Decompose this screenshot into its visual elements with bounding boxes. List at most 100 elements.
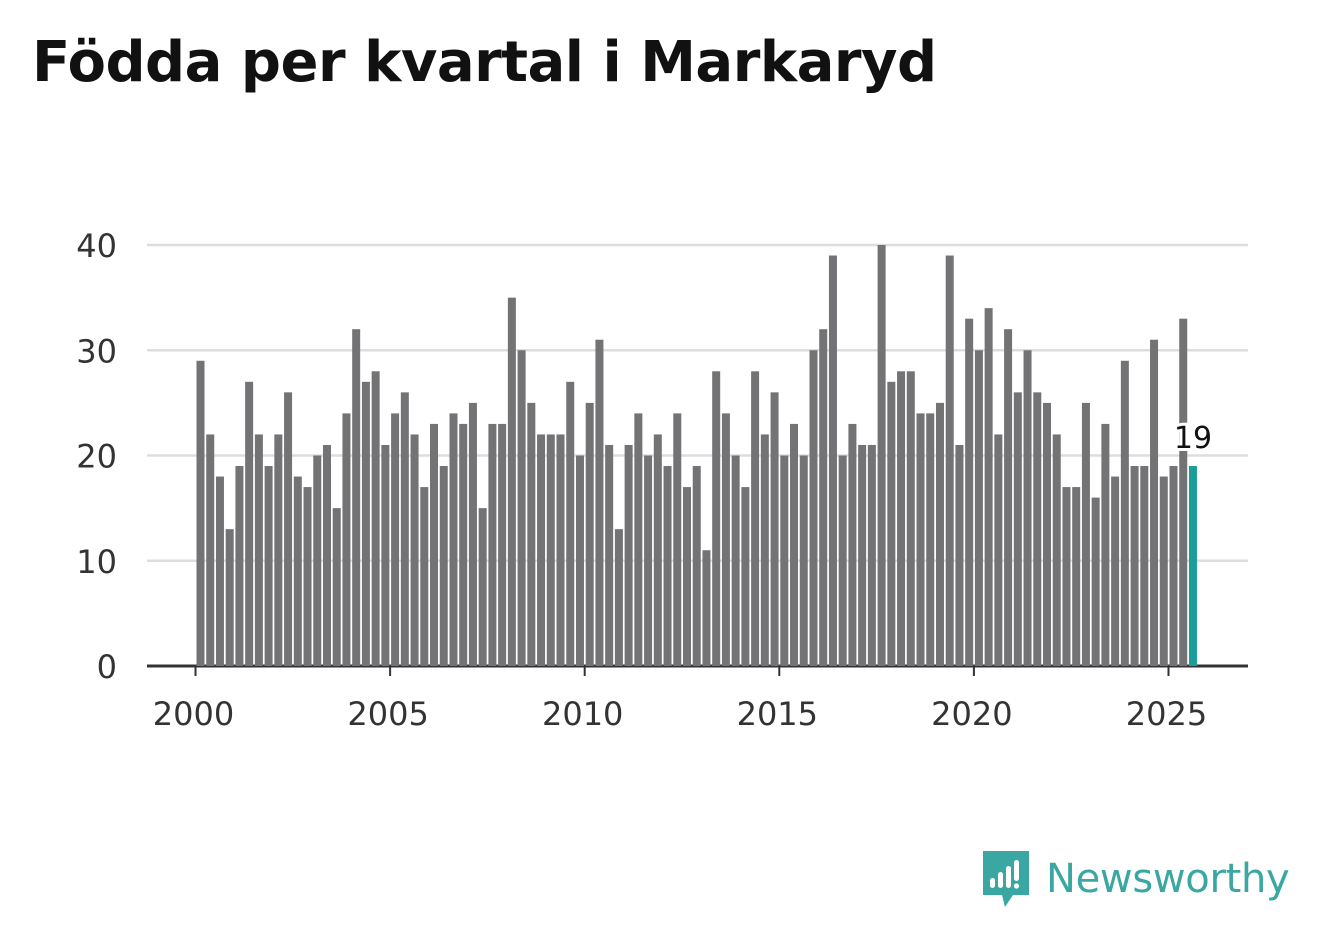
bar bbox=[284, 392, 293, 666]
bar bbox=[712, 371, 721, 666]
bar bbox=[245, 381, 254, 666]
y-tick-label: 40 bbox=[76, 227, 117, 265]
bar bbox=[439, 466, 448, 666]
bar bbox=[459, 423, 468, 666]
bar bbox=[634, 413, 643, 666]
bar bbox=[1013, 392, 1022, 666]
bar bbox=[1140, 466, 1149, 666]
bar bbox=[1091, 497, 1100, 666]
bar bbox=[478, 508, 487, 666]
bar bbox=[1004, 329, 1013, 666]
bar bbox=[984, 308, 993, 666]
bar bbox=[916, 413, 925, 666]
bar bbox=[1072, 487, 1081, 666]
y-axis-ticks: 0 10 20 30 40 bbox=[76, 227, 117, 686]
bar bbox=[721, 413, 730, 666]
bar bbox=[313, 455, 322, 666]
bar-highlight bbox=[1188, 466, 1197, 666]
bar bbox=[799, 455, 808, 666]
bar bbox=[196, 360, 205, 666]
newsworthy-logo[interactable]: Newsworthy bbox=[980, 848, 1290, 910]
bar bbox=[673, 413, 682, 666]
bar bbox=[1052, 434, 1061, 666]
annotations: 19 bbox=[1171, 418, 1215, 459]
bar bbox=[225, 529, 234, 666]
bar bbox=[527, 402, 536, 666]
bar bbox=[751, 371, 760, 666]
bar bbox=[644, 455, 653, 666]
bar bbox=[1111, 476, 1120, 666]
bar bbox=[867, 444, 876, 666]
bar bbox=[741, 487, 750, 666]
bar bbox=[1169, 466, 1178, 666]
bar bbox=[692, 466, 701, 666]
bar bbox=[897, 371, 906, 666]
bar bbox=[1062, 487, 1071, 666]
bar bbox=[1023, 350, 1032, 666]
bar bbox=[430, 423, 439, 666]
bar bbox=[585, 402, 594, 666]
bar bbox=[770, 392, 779, 666]
bar bbox=[887, 381, 896, 666]
bar bbox=[945, 255, 954, 666]
bar bbox=[507, 297, 516, 666]
bar bbox=[809, 350, 818, 666]
y-tick-label: 20 bbox=[76, 438, 117, 476]
bar bbox=[760, 434, 769, 666]
bar bbox=[614, 529, 623, 666]
bar bbox=[877, 245, 886, 666]
bar bbox=[1033, 392, 1042, 666]
bar bbox=[848, 423, 857, 666]
x-tick-label: 2010 bbox=[542, 695, 623, 733]
bar bbox=[537, 434, 546, 666]
bar bbox=[274, 434, 283, 666]
bar bbox=[994, 434, 1003, 666]
x-tick-label: 2015 bbox=[737, 695, 818, 733]
bar bbox=[605, 444, 614, 666]
bar bbox=[556, 434, 565, 666]
bar bbox=[828, 255, 837, 666]
bar bbox=[838, 455, 847, 666]
newsworthy-logo-text: Newsworthy bbox=[1046, 856, 1290, 902]
bar bbox=[293, 476, 302, 666]
bar bbox=[926, 413, 935, 666]
bar bbox=[235, 466, 244, 666]
newsworthy-logo-icon bbox=[983, 851, 1029, 907]
bar bbox=[819, 329, 828, 666]
bar bbox=[1159, 476, 1168, 666]
y-tick-label: 0 bbox=[97, 648, 117, 686]
bar bbox=[410, 434, 419, 666]
chart-title: Födda per kvartal i Markaryd bbox=[32, 30, 937, 95]
bar bbox=[790, 423, 799, 666]
bar bbox=[342, 413, 351, 666]
bar bbox=[702, 550, 711, 666]
y-tick-label: 30 bbox=[76, 332, 117, 370]
x-tick-label: 2005 bbox=[347, 695, 428, 733]
bar bbox=[391, 413, 400, 666]
bar bbox=[566, 381, 575, 666]
bar bbox=[332, 508, 341, 666]
bar bbox=[517, 350, 526, 666]
x-axis-ticks: 2000 2005 2010 2015 2020 2025 bbox=[153, 666, 1207, 733]
bar bbox=[974, 350, 983, 666]
bar bbox=[935, 402, 944, 666]
bar bbox=[653, 434, 662, 666]
bar bbox=[575, 455, 584, 666]
bar bbox=[381, 444, 390, 666]
bar bbox=[488, 423, 497, 666]
bar bbox=[420, 487, 429, 666]
bar bbox=[1150, 339, 1159, 666]
bar bbox=[1179, 318, 1188, 666]
bar bbox=[624, 444, 633, 666]
x-tick-label: 2025 bbox=[1126, 695, 1207, 733]
bar bbox=[400, 392, 409, 666]
x-tick-label: 2020 bbox=[931, 695, 1012, 733]
bar bbox=[955, 444, 964, 666]
bar bbox=[352, 329, 361, 666]
bar bbox=[595, 339, 604, 666]
bar bbox=[254, 434, 263, 666]
bar bbox=[215, 476, 224, 666]
bar bbox=[1120, 360, 1129, 666]
bar bbox=[264, 466, 273, 666]
